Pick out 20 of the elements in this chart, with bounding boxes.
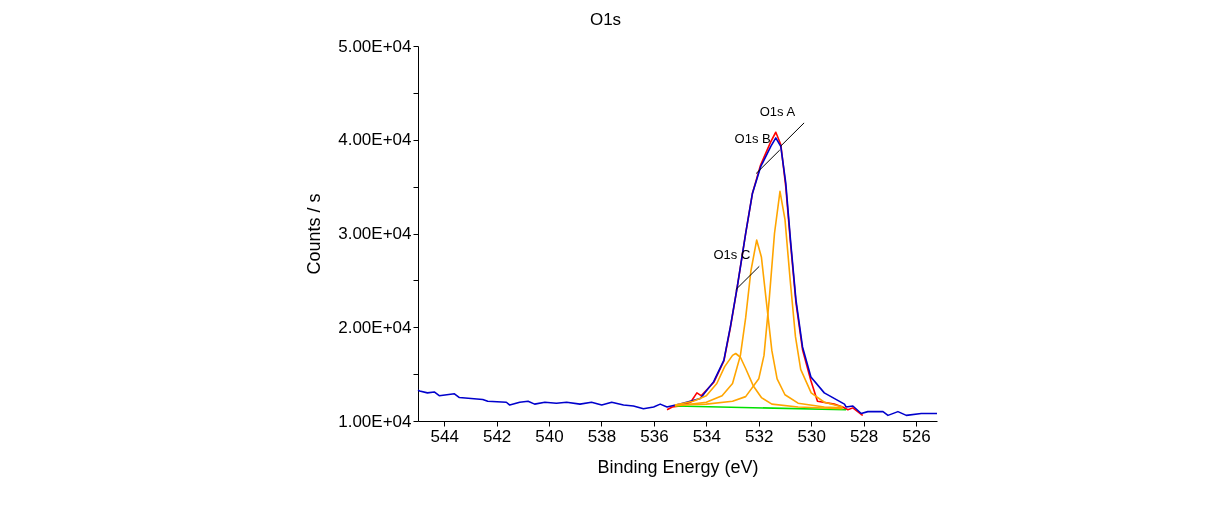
- y-tick-label: 3.00E+04: [338, 224, 412, 243]
- x-tick-label: 544: [430, 426, 459, 446]
- x-tick-label: 542: [482, 426, 512, 446]
- y-tick-label: 5.00E+04: [338, 36, 412, 56]
- y-tick-label: 1.00E+04: [338, 411, 412, 431]
- x-tick-label: 536: [640, 426, 669, 446]
- x-tick-label: 526: [902, 426, 931, 446]
- x-tick-label: 538: [587, 426, 617, 446]
- y-tick-label: 2.00E+04: [338, 317, 412, 337]
- x-tick-label: 532: [745, 426, 774, 446]
- x-tick-label: 528: [849, 426, 879, 446]
- x-axis-title: Binding Energy (eV): [597, 456, 759, 477]
- y-tick-label: 4.00E+04: [338, 130, 412, 150]
- annotation: O1s A: [759, 103, 796, 119]
- chart-title: O1s: [589, 10, 622, 29]
- x-tick-label: 540: [535, 426, 564, 446]
- x-tick-label: 530: [797, 426, 826, 446]
- x-tick-label: 534: [692, 426, 722, 446]
- annotation: O1s B: [734, 131, 771, 147]
- y-axis-title: Counts / s: [304, 193, 325, 275]
